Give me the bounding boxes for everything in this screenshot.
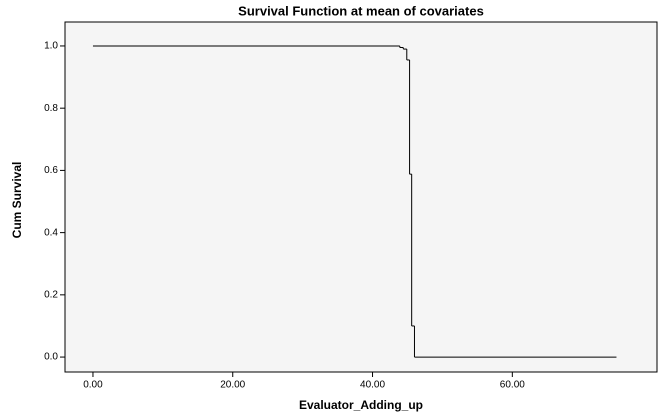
x-tick-label: 0.00: [83, 380, 103, 391]
chart-title: Survival Function at mean of covariates: [238, 3, 484, 18]
y-axis-title: Cum Survival: [10, 162, 24, 239]
x-tick-label: 20.00: [220, 380, 245, 391]
y-tick-label: 0.2: [44, 289, 58, 300]
y-tick-label: 0.0: [44, 352, 58, 363]
x-tick-label: 60.00: [500, 380, 525, 391]
plot-area: [65, 22, 657, 372]
y-tick-label: 0.4: [44, 227, 58, 238]
y-tick-label: 0.6: [44, 165, 58, 176]
x-axis-title: Evaluator_Adding_up: [299, 398, 423, 412]
y-tick-label: 0.8: [44, 103, 58, 114]
chart: Survival Function at mean of covariates …: [0, 0, 658, 414]
y-tick-label: 1.0: [44, 41, 58, 52]
x-tick-label: 40.00: [360, 380, 385, 391]
